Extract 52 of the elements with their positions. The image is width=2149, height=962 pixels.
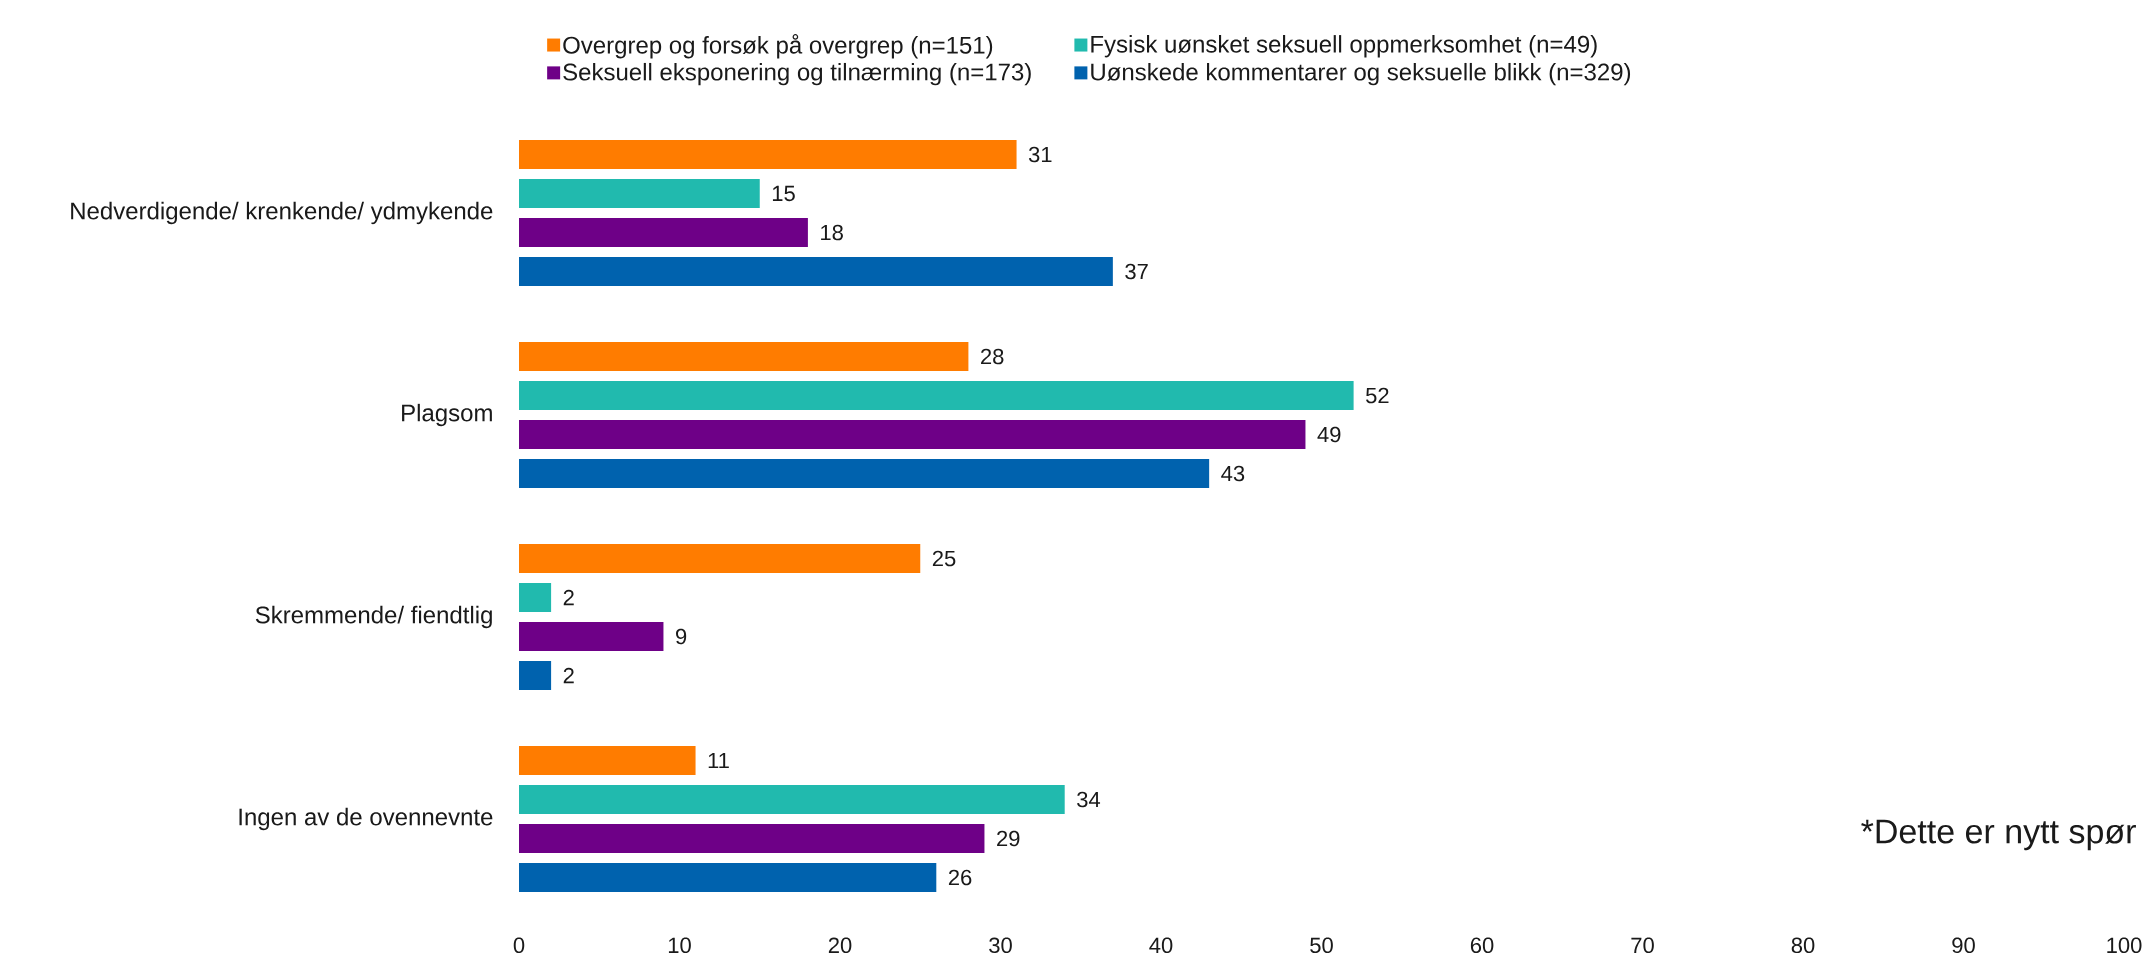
bar <box>519 420 1306 450</box>
x-tick-label: 30 <box>989 937 1012 954</box>
data-label: 29 <box>997 830 1020 847</box>
x-tick-label: 100 <box>2107 937 2142 954</box>
bar <box>519 583 552 613</box>
x-tick-label: 80 <box>1791 937 1815 954</box>
bar <box>519 459 1210 489</box>
legend-label: Overgrep og forsøk på overgrep (n=151) <box>563 34 993 59</box>
bar <box>519 863 937 893</box>
bar <box>519 342 969 372</box>
y-tick-label: Ingen av de ovennevnte <box>239 807 493 831</box>
bar <box>519 257 1113 287</box>
bar <box>519 824 985 854</box>
x-tick-label: 40 <box>1149 937 1173 954</box>
x-tick-label: 60 <box>1470 937 1494 954</box>
bar <box>519 381 1354 411</box>
data-label: 2 <box>563 589 574 606</box>
bar <box>519 140 1017 170</box>
y-tick-label: Nedverdigende/ krenkende/ ydmykende <box>71 201 493 225</box>
data-label: 37 <box>1125 263 1148 280</box>
data-label: 2 <box>563 667 574 684</box>
legend-label: Uønskede kommentarer og seksuelle blikk (n=329) <box>1091 62 1631 86</box>
x-tick-label: 10 <box>668 937 691 954</box>
data-label: 26 <box>948 869 972 886</box>
data-label: 9 <box>676 628 687 645</box>
data-label: 25 <box>932 550 956 567</box>
x-tick-label: 20 <box>828 937 852 954</box>
data-label: 11 <box>708 752 729 769</box>
annotation: *Dette er nytt spør <box>1861 819 2136 851</box>
bar <box>519 785 1065 815</box>
bar <box>519 661 552 691</box>
data-label: 31 <box>1028 146 1052 163</box>
data-label: 52 <box>1366 387 1389 404</box>
data-label: 18 <box>821 224 843 241</box>
bar <box>519 544 921 574</box>
bar <box>519 179 760 209</box>
x-tick-label: 70 <box>1631 937 1654 954</box>
data-label: 49 <box>1317 426 1341 443</box>
y-tick-label: Plagsom <box>402 403 492 427</box>
x-tick-label: 90 <box>1952 937 1975 954</box>
data-label: 15 <box>772 185 795 202</box>
data-label: 34 <box>1077 791 1101 808</box>
bar <box>519 218 808 248</box>
bar <box>519 746 696 776</box>
bar <box>519 622 664 652</box>
y-tick-label: Skremmende/ fiendtlig <box>255 605 492 629</box>
data-label: 28 <box>981 348 1004 365</box>
legend-label: Seksuell eksponering og tilnærming (n=173) <box>563 62 1031 86</box>
x-tick-label: 0 <box>513 937 525 954</box>
x-tick-label: 50 <box>1310 937 1333 954</box>
legend-label: Fysisk uønsket seksuell oppmerksomhet (n=49) <box>1091 35 1597 58</box>
data-label: 43 <box>1221 465 1245 482</box>
